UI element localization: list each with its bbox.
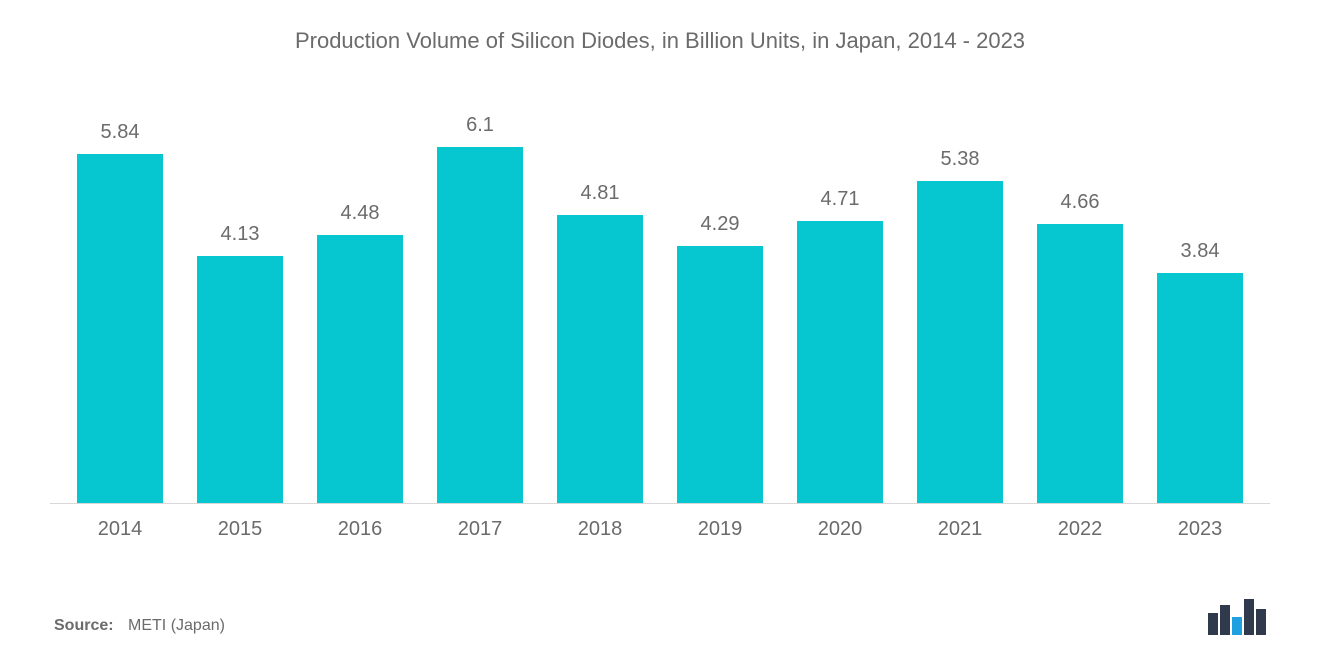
bar-value-label: 5.84 (101, 121, 140, 144)
chart-container: Production Volume of Silicon Diodes, in … (0, 0, 1320, 665)
bar-group: 4.81 (540, 114, 660, 503)
x-axis-label: 2014 (60, 518, 180, 541)
bar (317, 235, 403, 503)
bar-value-label: 3.84 (1181, 240, 1220, 263)
bar-group: 6.1 (420, 114, 540, 503)
bar (677, 246, 763, 503)
x-axis-label: 2020 (780, 518, 900, 541)
bar (557, 215, 643, 503)
bar (917, 181, 1003, 503)
bar (197, 256, 283, 503)
bar-value-label: 4.48 (341, 202, 380, 225)
x-axis-label: 2023 (1140, 518, 1260, 541)
source-text: METI (Japan) (128, 617, 225, 634)
x-axis-label: 2016 (300, 518, 420, 541)
bar (797, 221, 883, 503)
x-axis-label: 2015 (180, 518, 300, 541)
bar-value-label: 4.66 (1061, 191, 1100, 214)
bar-value-label: 6.1 (466, 114, 494, 137)
bar (1157, 273, 1243, 503)
bar-group: 4.66 (1020, 114, 1140, 503)
bar (437, 147, 523, 503)
bar-value-label: 5.38 (941, 148, 980, 171)
x-axis-label: 2021 (900, 518, 1020, 541)
brand-logo (1208, 599, 1266, 635)
bar-value-label: 4.13 (221, 223, 260, 246)
bar-value-label: 4.71 (821, 188, 860, 211)
x-axis-label: 2019 (660, 518, 780, 541)
bar-group: 4.29 (660, 114, 780, 503)
bar (77, 154, 163, 504)
bar-group: 4.48 (300, 114, 420, 503)
bar-group: 5.84 (60, 114, 180, 503)
chart-footer: Source: METI (Japan) (50, 599, 1270, 635)
bar-group: 5.38 (900, 114, 1020, 503)
x-axis-label: 2018 (540, 518, 660, 541)
x-axis-label: 2022 (1020, 518, 1140, 541)
chart-title: Production Volume of Silicon Diodes, in … (50, 28, 1270, 54)
bar-group: 4.13 (180, 114, 300, 503)
source-attribution: Source: METI (Japan) (54, 617, 225, 635)
logo-icon (1208, 599, 1266, 635)
x-axis-label: 2017 (420, 518, 540, 541)
bar (1037, 224, 1123, 503)
source-label: Source: (54, 617, 114, 634)
bar-group: 3.84 (1140, 114, 1260, 503)
plot-area: 5.84 4.13 4.48 6.1 4.81 4.29 4.71 5.38 4.66 3.84 (50, 114, 1270, 504)
bar-group: 4.71 (780, 114, 900, 503)
bar-value-label: 4.81 (581, 182, 620, 205)
x-axis-labels: 2014201520162017201820192020202120222023 (50, 504, 1270, 541)
bar-value-label: 4.29 (701, 213, 740, 236)
